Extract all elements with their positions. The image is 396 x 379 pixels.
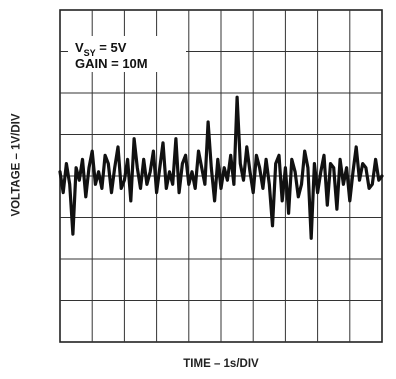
y-axis-label: VOLTAGE – 1V/DIV	[11, 113, 24, 217]
annotation-box	[68, 36, 186, 72]
gain-label: GAIN = 10M	[75, 56, 148, 71]
data-points	[59, 97, 383, 239]
supply-voltage-label: VSY = 5V	[75, 40, 127, 58]
x-axis-label: TIME – 1s/DIV	[183, 358, 259, 370]
y-axis-label-wrap: VOLTAGE – 1V/DIV	[2, 0, 32, 330]
